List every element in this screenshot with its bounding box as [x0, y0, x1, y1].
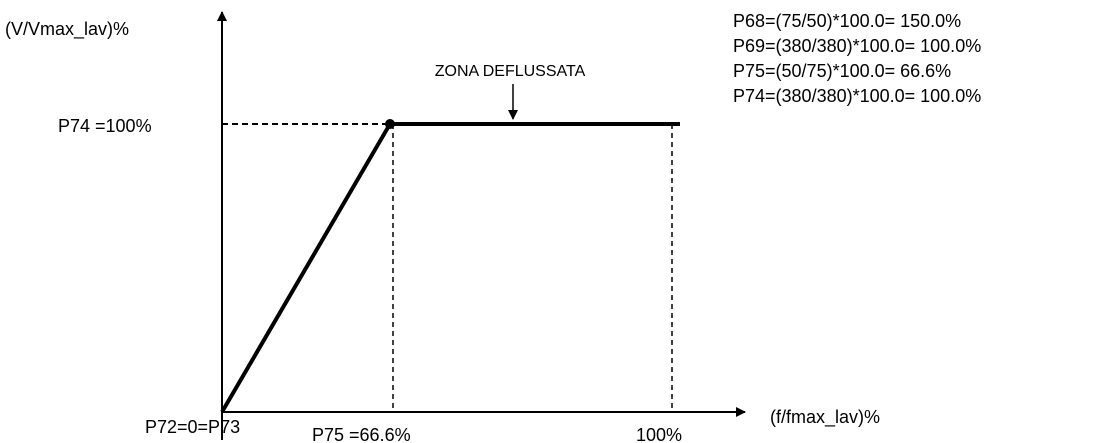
- x-max-label: 100%: [636, 425, 682, 443]
- knee-point: [385, 119, 395, 129]
- p74-label: P74 =100%: [58, 116, 152, 136]
- y-axis-label: (V/Vmax_lav)%: [5, 19, 129, 40]
- vf-curve: [220, 122, 680, 414]
- origin-label: P72=0=P73: [145, 417, 240, 437]
- formula: P74=(380/380)*100.0= 100.0%: [733, 86, 981, 106]
- zone-label: ZONA DEFLUSSATA: [435, 63, 586, 80]
- p75-label: P75 =66.6%: [312, 425, 411, 443]
- x-axis-label: (f/fmax_lav)%: [770, 407, 880, 428]
- formula: P75=(50/75)*100.0= 66.6%: [733, 61, 951, 81]
- formula: P68=(75/50)*100.0= 150.0%: [733, 11, 961, 31]
- formula: P69=(380/380)*100.0= 100.0%: [733, 36, 981, 56]
